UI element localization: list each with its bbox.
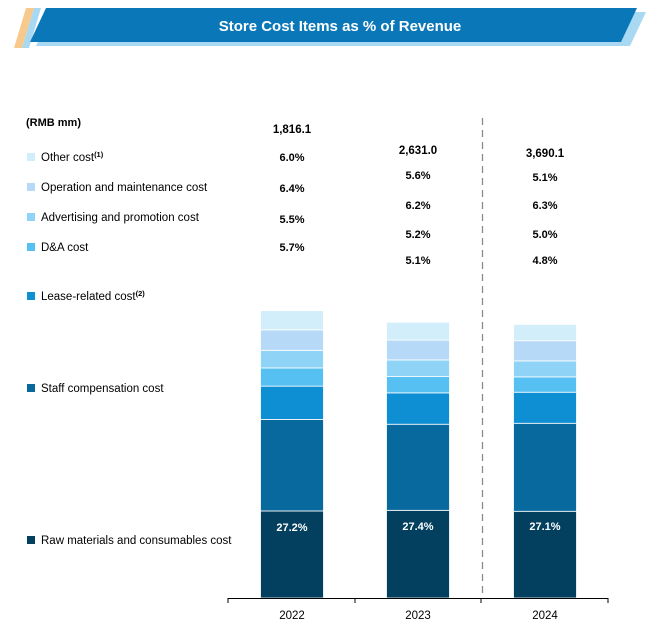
legend-label: Other cost(1) (41, 150, 104, 164)
legend-swatch (27, 292, 35, 300)
legend-swatch (27, 243, 35, 251)
bar-segment-staff-compensation-cost-2023 (386, 423, 450, 511)
x-tick-label-2023: 2023 (405, 610, 431, 622)
data-label-lease-related-cost-2022: 10.4% (276, 284, 307, 296)
bar-segment-operation-and-maintenance-cost-2024 (513, 340, 577, 362)
data-label-raw-materials-and-consumables-cost-2022: 27.2% (276, 522, 307, 534)
total-label-2023: 2,631.0 (399, 145, 437, 157)
total-label-2024: 3,690.1 (526, 148, 565, 160)
data-label-other-cost-2023: 5.6% (405, 170, 430, 182)
data-label-lease-related-cost-2024: 9.7% (532, 290, 557, 302)
data-label-raw-materials-and-consumables-cost-2023: 27.4% (402, 521, 433, 533)
bar-segment-lease-related-cost-2022 (260, 385, 324, 420)
data-label-operation-and-maintenance-cost-2024: 6.3% (532, 200, 557, 212)
legend-label: Operation and maintenance cost (41, 182, 208, 194)
legend-item-danda-cost: D&A cost (27, 242, 89, 254)
bar-segment-advertising-and-promotion-cost-2023 (386, 359, 450, 377)
bar-segment-operation-and-maintenance-cost-2022 (260, 329, 324, 351)
legend-swatch (27, 183, 35, 191)
bar-segment-advertising-and-promotion-cost-2024 (513, 360, 577, 378)
data-label-danda-cost-2024: 4.8% (532, 255, 557, 267)
total-label-2022: 1,816.1 (273, 124, 312, 136)
legend-label: Advertising and promotion cost (41, 212, 200, 224)
bar-segment-other-cost-2022 (260, 310, 324, 331)
legend-swatch (27, 153, 35, 161)
bar-segment-other-cost-2024 (513, 323, 577, 342)
legend-item-advertising-and-promotion-cost: Advertising and promotion cost (27, 212, 200, 224)
legend-label: Staff compensation cost (41, 383, 164, 395)
banner-bar (30, 8, 637, 42)
x-tick-label-2024: 2024 (532, 610, 558, 622)
x-tick-label-2022: 2022 (279, 610, 305, 622)
bar-stack-2023: 27.4%26.9%9.8%5.1%5.2%6.2%5.6%2,631.0 (386, 145, 450, 599)
legend: Other cost(1) Operation and maintenance c… (27, 150, 232, 547)
bar-segment-operation-and-maintenance-cost-2023 (386, 339, 450, 361)
legend-item-staff-compensation-cost: Staff compensation cost (27, 383, 164, 395)
data-label-lease-related-cost-2023: 9.8% (405, 290, 430, 302)
data-label-advertising-and-promotion-cost-2022: 5.5% (279, 214, 304, 226)
legend-item-lease-related-cost: Lease-related cost(2) (27, 289, 145, 303)
bar-segment-lease-related-cost-2023 (386, 392, 450, 425)
legend-item-raw-materials-and-consumables-cost: Raw materials and consumables cost (27, 535, 232, 547)
legend-item-other-cost: Other cost(1) (27, 150, 104, 164)
bar-segment-staff-compensation-cost-2022 (260, 419, 324, 512)
title-banner: Store Cost Items as % of Revenue (14, 8, 646, 48)
bars: 27.2%28.6%10.4%5.7%5.5%6.4%6.0%1,816.127… (260, 124, 577, 599)
data-label-danda-cost-2022: 5.7% (279, 242, 304, 254)
data-label-operation-and-maintenance-cost-2023: 6.2% (405, 200, 430, 212)
bar-segment-staff-compensation-cost-2024 (513, 422, 577, 512)
data-label-advertising-and-promotion-cost-2024: 5.0% (532, 229, 557, 241)
data-label-danda-cost-2023: 5.1% (405, 255, 430, 267)
bar-stack-2022: 27.2%28.6%10.4%5.7%5.5%6.4%6.0%1,816.1 (260, 124, 324, 599)
bar-segment-raw-materials-and-consumables-cost-2024 (513, 510, 577, 599)
legend-swatch (27, 384, 35, 392)
bar-segment-advertising-and-promotion-cost-2022 (260, 349, 324, 369)
bar-segment-danda-cost-2024 (513, 376, 577, 393)
bar-segment-raw-materials-and-consumables-cost-2022 (260, 510, 324, 599)
data-label-operation-and-maintenance-cost-2022: 6.4% (279, 183, 304, 195)
x-axis: 2022 2023 2024 (227, 118, 609, 622)
legend-swatch (27, 213, 35, 221)
chart-title: Store Cost Items as % of Revenue (219, 18, 462, 35)
legend-label: Lease-related cost(2) (41, 289, 145, 303)
bar-segment-danda-cost-2022 (260, 367, 324, 387)
bar-segment-lease-related-cost-2024 (513, 391, 577, 424)
data-label-other-cost-2022: 6.0% (279, 152, 304, 164)
unit-label: (RMB mm) (26, 117, 81, 129)
bar-segment-other-cost-2023 (386, 321, 450, 341)
banner-accent-light (14, 8, 34, 48)
legend-item-operation-and-maintenance-cost: Operation and maintenance cost (27, 182, 208, 194)
data-label-raw-materials-and-consumables-cost-2024: 27.1% (529, 521, 560, 533)
data-label-other-cost-2024: 5.1% (532, 172, 557, 184)
data-label-advertising-and-promotion-cost-2023: 5.2% (405, 229, 430, 241)
banner-accent-blue (22, 8, 41, 48)
bar-segment-raw-materials-and-consumables-cost-2023 (386, 509, 450, 599)
legend-footnote-mark: (2) (136, 289, 146, 298)
legend-swatch (27, 536, 35, 544)
bar-stack-2024: 27.1%27.5%9.7%4.8%5.0%6.3%5.1%3,690.1 (513, 148, 577, 599)
bar-segment-danda-cost-2023 (386, 376, 450, 394)
legend-label: Raw materials and consumables cost (41, 535, 232, 547)
legend-label: D&A cost (41, 242, 89, 254)
legend-footnote-mark: (1) (94, 150, 104, 159)
